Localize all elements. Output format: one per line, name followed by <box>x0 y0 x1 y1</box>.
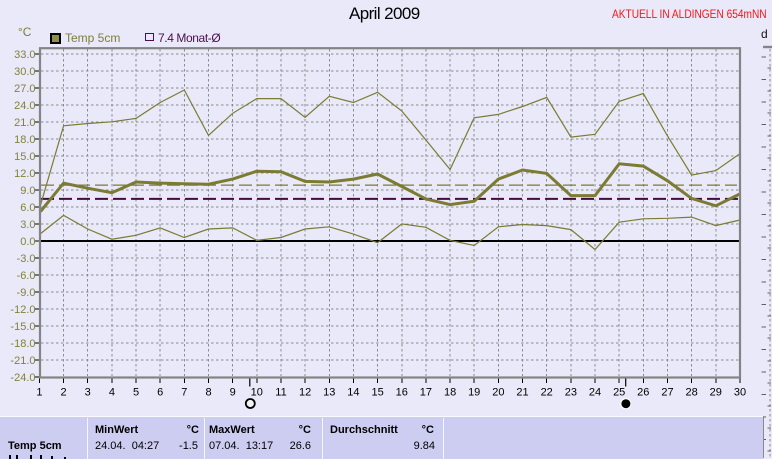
svg-text:8: 8 <box>205 387 211 399</box>
svg-text:4: 4 <box>109 387 115 399</box>
svg-text:1: 1 <box>36 387 42 399</box>
svg-text:-15.0: -15.0 <box>10 321 35 333</box>
svg-text:26: 26 <box>637 387 649 399</box>
svg-text:12: 12 <box>299 387 311 399</box>
svg-text:21.0: 21.0 <box>14 117 35 129</box>
svg-text:-6.0: -6.0 <box>17 270 36 282</box>
svg-text:-21.0: -21.0 <box>10 355 35 367</box>
svg-text:-12.0: -12.0 <box>10 304 35 316</box>
svg-text:-9.0: -9.0 <box>17 287 36 299</box>
svg-text:11: 11 <box>275 387 286 399</box>
svg-text:16: 16 <box>396 387 408 399</box>
svg-text:18: 18 <box>444 387 456 399</box>
svg-text:30: 30 <box>734 387 746 399</box>
svg-text:18.0: 18.0 <box>14 134 35 146</box>
svg-text:22: 22 <box>541 387 553 399</box>
svg-text:29: 29 <box>710 387 722 399</box>
svg-text:20: 20 <box>492 387 504 399</box>
svg-text:19: 19 <box>468 387 480 399</box>
svg-text:17: 17 <box>420 387 432 399</box>
svg-text:5: 5 <box>133 387 139 399</box>
svg-text:9: 9 <box>230 387 236 399</box>
svg-text:27: 27 <box>661 387 673 399</box>
svg-text:30.0: 30.0 <box>14 66 35 78</box>
svg-text:7: 7 <box>181 387 187 399</box>
svg-text:-3.0: -3.0 <box>17 253 36 265</box>
svg-text:2: 2 <box>61 387 67 399</box>
svg-text:-24.0: -24.0 <box>10 372 35 384</box>
svg-text:3.0: 3.0 <box>20 219 35 231</box>
svg-text:15: 15 <box>371 387 383 399</box>
svg-text:23: 23 <box>565 387 577 399</box>
svg-text:14: 14 <box>347 387 359 399</box>
svg-text:13: 13 <box>323 387 335 399</box>
svg-text:0.0: 0.0 <box>20 236 35 248</box>
svg-text:21: 21 <box>516 387 528 399</box>
svg-text:10: 10 <box>251 387 263 399</box>
svg-text:12.0: 12.0 <box>14 168 35 180</box>
svg-text:33.0: 33.0 <box>14 49 35 61</box>
svg-text:25: 25 <box>613 387 625 399</box>
svg-text:24: 24 <box>589 387 601 399</box>
svg-text:27.0: 27.0 <box>14 83 35 95</box>
svg-text:9.0: 9.0 <box>20 185 35 197</box>
svg-text:15.0: 15.0 <box>14 151 35 163</box>
svg-text:-18.0: -18.0 <box>10 338 35 350</box>
svg-text:24.0: 24.0 <box>14 100 35 112</box>
svg-text:6.0: 6.0 <box>20 202 35 214</box>
svg-text:3: 3 <box>85 387 91 399</box>
svg-text:28: 28 <box>685 387 697 399</box>
svg-text:6: 6 <box>157 387 163 399</box>
